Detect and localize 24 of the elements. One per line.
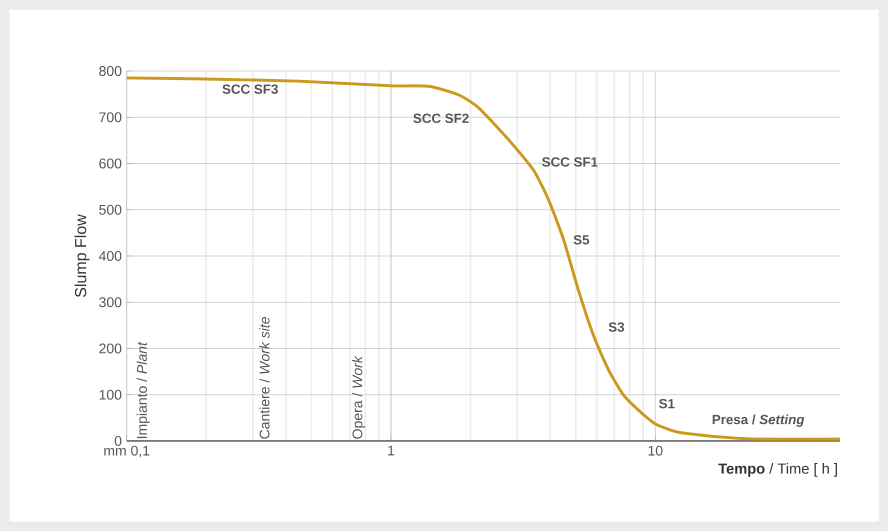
y-tick-label: 500	[99, 204, 122, 215]
y-tick-label: 300	[99, 297, 122, 308]
annotation: S3	[608, 322, 624, 332]
annotation: Impianto / Plant	[136, 342, 150, 438]
y-tick-label: 800	[99, 66, 122, 76]
y-tick-label: 0	[114, 436, 122, 446]
annotation: Opera / Work	[352, 356, 366, 439]
annotation: SCC SF3	[222, 84, 278, 94]
y-axis-title: Slump Flow	[74, 214, 90, 298]
annotation: SCC SF2	[413, 114, 469, 124]
y-tick-label: 600	[99, 158, 122, 168]
annotation: S1	[659, 398, 675, 408]
y-tick-label: 700	[99, 112, 122, 122]
y-tick-label: 100	[100, 390, 122, 400]
annotation: Cantiere / Work site	[259, 317, 270, 439]
y-tick-label: 200	[99, 344, 122, 354]
x-tick-label: 1	[388, 446, 394, 456]
x-tick-label: mm 0,1	[104, 446, 150, 458]
annotation: S5	[574, 235, 590, 245]
annotation: Presa / Setting	[712, 414, 804, 427]
annotation: SCC SF1	[542, 157, 598, 167]
x-axis-title: Tempo / Time [ h ]	[718, 463, 837, 477]
y-tick-label: 400	[98, 251, 122, 261]
x-tick-label: 10	[648, 446, 663, 456]
